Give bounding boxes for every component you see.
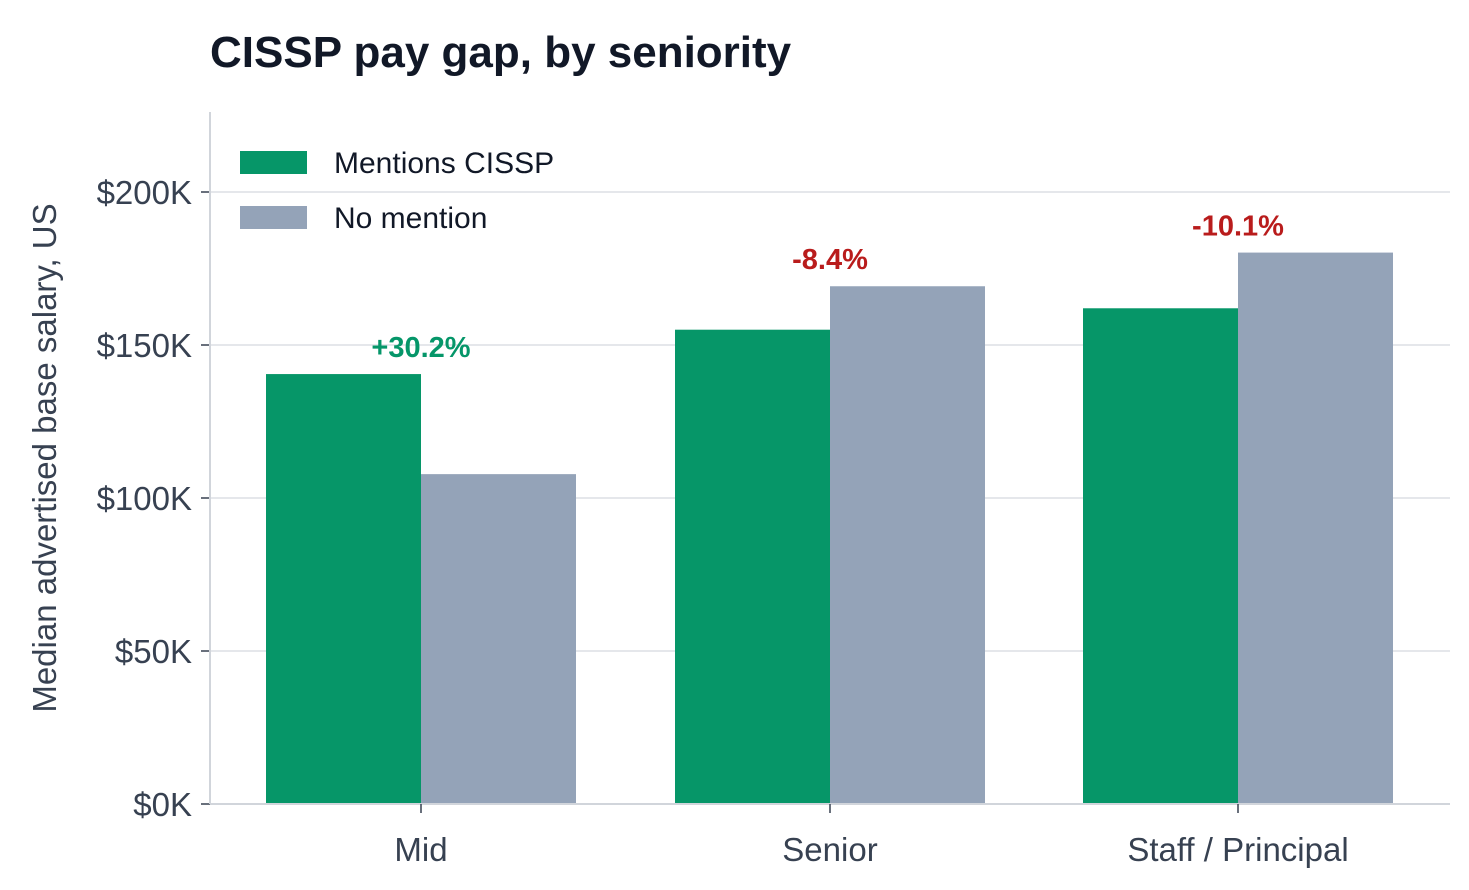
legend-swatch (240, 206, 307, 229)
legend-label: Mentions CISSP (334, 147, 554, 180)
bars (266, 252, 1393, 804)
bar-mentions-cissp (675, 329, 830, 804)
y-tick-label: $200K (97, 174, 192, 211)
x-tick-label: Mid (394, 831, 447, 868)
bar-no-mention (421, 474, 576, 804)
bar-mentions-cissp (266, 374, 421, 804)
x-tick-label: Staff / Principal (1127, 831, 1348, 868)
legend-swatch (240, 151, 307, 174)
bar-mentions-cissp (1083, 308, 1238, 804)
bar-no-mention (1238, 252, 1393, 804)
gap-label: -8.4% (792, 244, 868, 276)
y-tick-label: $150K (97, 327, 192, 364)
axes: $0K $50K $100K $150K $200K Mid Senior Staff / P… (97, 112, 1450, 868)
bar-no-mention (830, 286, 985, 804)
gap-labels: +30.2% -8.4% -10.1% (371, 211, 1284, 364)
y-tick-label: $50K (115, 633, 192, 670)
y-axis-title: Median advertised base salary, US (26, 203, 63, 712)
y-tick-label: $100K (97, 480, 192, 517)
legend: Mentions CISSP No mention (240, 147, 554, 235)
chart-title: CISSP pay gap, by seniority (210, 28, 792, 77)
legend-label: No mention (334, 202, 487, 235)
y-tick-label: $0K (133, 786, 192, 823)
gap-label: +30.2% (371, 332, 470, 364)
x-tick-label: Senior (782, 831, 877, 868)
gap-label: -10.1% (1192, 211, 1284, 243)
